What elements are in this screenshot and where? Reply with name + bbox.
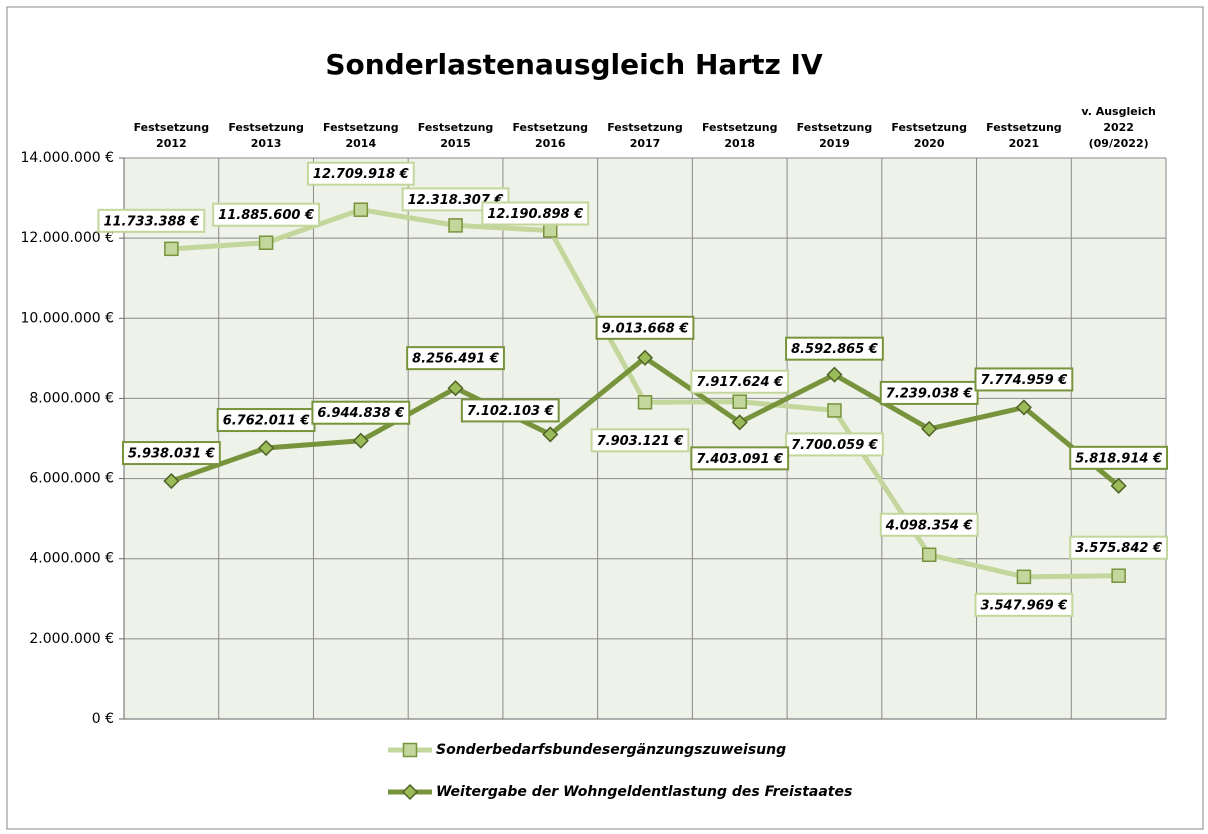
y-tick-label: 2.000.000 €: [29, 631, 114, 647]
value-label-box: [311, 400, 411, 425]
marker: [352, 432, 369, 449]
value-label-box: [460, 398, 560, 423]
value-label: 11.885.600 €: [218, 208, 314, 223]
value-label: 6.944.838 €: [317, 406, 404, 421]
marker: [1015, 399, 1032, 416]
legend-label: Weitergabe der Wohngeldentlastung des Fr…: [436, 784, 852, 800]
marker: [827, 403, 842, 418]
y-tick-label: 8.000.000 €: [29, 390, 114, 406]
marker: [543, 223, 558, 238]
marker: [163, 472, 180, 490]
value-label: 12.318.307 €: [408, 193, 504, 208]
value-label-box: [974, 367, 1074, 392]
y-tick-label: 12.000.000 €: [20, 230, 114, 246]
y-tick-label: 4.000.000 €: [29, 551, 114, 567]
value-label: 12.709.918 €: [313, 167, 409, 182]
marker: [164, 241, 179, 257]
marker: [637, 395, 653, 410]
value-label: 6.762.011 €: [223, 414, 310, 429]
value-label-box: [974, 592, 1074, 617]
marker: [1110, 477, 1127, 494]
value-label: 7.403.091 €: [696, 452, 783, 467]
value-label-box: [1069, 535, 1169, 560]
marker: [447, 380, 464, 397]
marker: [402, 742, 418, 758]
x-tick-label: Festsetzung 2012: [134, 121, 210, 150]
legend-label: Sonderbedarfsbundesergänzungszuweisung: [436, 742, 786, 758]
value-label: 7.700.059 €: [791, 438, 878, 453]
marker: [921, 420, 938, 437]
value-label: 8.256.491 €: [412, 352, 499, 367]
value-label: 3.547.969 €: [981, 598, 1068, 613]
value-label: 11.733.388 €: [103, 214, 199, 229]
marker: [731, 414, 748, 431]
marker: [826, 366, 843, 383]
marker: [921, 547, 937, 563]
x-tick-label: Festsetzung 2013: [228, 121, 304, 150]
marker: [636, 349, 654, 366]
value-label-box: [690, 446, 790, 471]
value-label-box: [785, 336, 884, 361]
value-label: 7.903.121 €: [597, 434, 684, 449]
marker: [1016, 569, 1032, 585]
value-label: 12.190.898 €: [487, 207, 583, 222]
value-label-box: [121, 441, 221, 466]
marker: [353, 202, 369, 217]
value-label: 9.013.668 €: [602, 321, 689, 336]
chart-title: Sonderlastenausgleich Hartz IV: [325, 48, 823, 81]
y-tick-label: 6.000.000 €: [29, 471, 114, 487]
x-tick-label: Festsetzung 2021: [986, 121, 1062, 150]
value-label-box: [406, 346, 505, 371]
value-label-box: [1069, 445, 1169, 470]
x-tick-label: Festsetzung 2020: [891, 121, 967, 150]
value-label-box: [690, 369, 790, 394]
value-label-box: [306, 161, 415, 186]
marker: [1111, 568, 1126, 583]
y-tick-label: 14.000.000 €: [20, 150, 114, 166]
x-tick-label: Festsetzung 2014: [323, 121, 399, 150]
x-tick-label: Festsetzung 2017: [607, 121, 683, 150]
value-label-box: [212, 202, 320, 227]
value-label-box: [481, 201, 590, 226]
marker: [732, 394, 747, 409]
marker: [258, 439, 275, 457]
value-label: 7.917.624 €: [696, 375, 783, 390]
x-tick-label: Festsetzung 2015: [418, 121, 494, 150]
y-tick-label: 10.000.000 €: [20, 310, 114, 326]
value-label: 7.239.038 €: [886, 386, 973, 401]
value-label-box: [879, 380, 979, 405]
value-label-box: [97, 208, 206, 233]
x-tick-label: Festsetzung 2018: [702, 121, 778, 150]
y-tick-label: 0 €: [92, 711, 114, 727]
value-label: 3.575.842 €: [1075, 541, 1162, 556]
value-label: 7.774.959 €: [981, 373, 1068, 388]
value-label-box: [785, 432, 884, 457]
value-label-box: [595, 315, 695, 340]
marker: [258, 235, 274, 250]
x-tick-label: v. Ausgleich 2022 (09/2022): [1081, 105, 1155, 150]
value-label: 8.592.865 €: [791, 342, 878, 357]
marker: [448, 218, 463, 233]
value-label-box: [879, 512, 979, 537]
value-label: 4.098.354 €: [885, 518, 973, 533]
marker: [401, 783, 419, 801]
value-label: 7.102.103 €: [467, 404, 554, 419]
marker: [542, 426, 559, 443]
x-tick-label: Festsetzung 2016: [512, 121, 588, 150]
x-tick-label: Festsetzung 2019: [797, 121, 873, 150]
value-label: 5.818.914 €: [1075, 451, 1162, 466]
value-label-box: [590, 428, 690, 453]
value-label: 5.938.031 €: [128, 447, 215, 462]
